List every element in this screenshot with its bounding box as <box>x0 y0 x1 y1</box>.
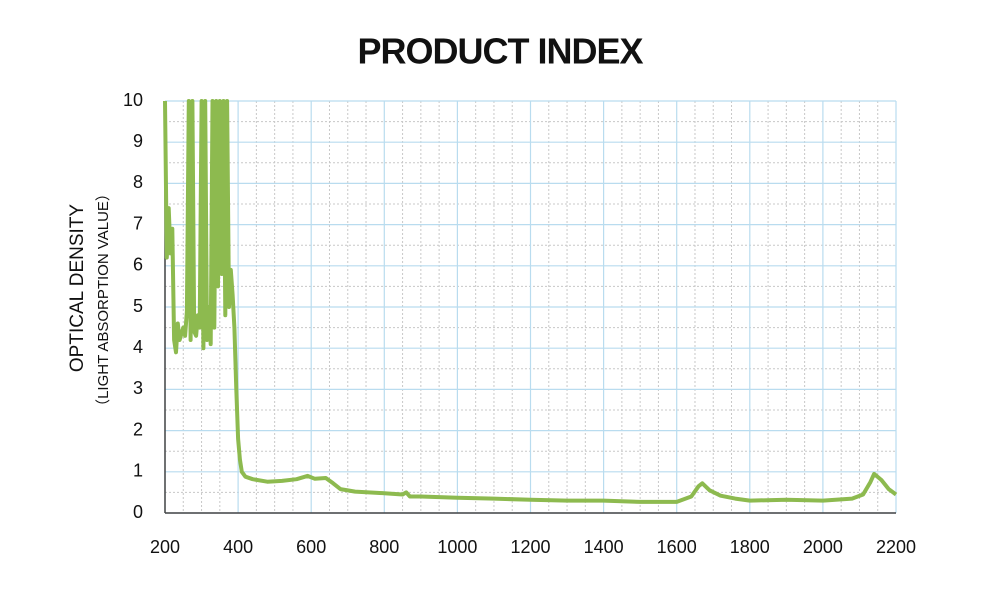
data-line <box>163 99 898 504</box>
x-tick-label: 2200 <box>876 537 916 557</box>
x-tick-label: 1400 <box>584 537 624 557</box>
y-tick-label: 7 <box>133 213 143 233</box>
y-tick-label: 9 <box>133 131 143 151</box>
y-tick-label: 5 <box>133 296 143 316</box>
x-tick-label: 600 <box>296 537 326 557</box>
y-axis-sublabel: （LIGHT ABSORPTION VALUE） <box>95 186 112 414</box>
x-tick-label: 200 <box>150 537 180 557</box>
y-tick-label: 6 <box>133 255 143 275</box>
x-tick-label: 800 <box>369 537 399 557</box>
y-tick-label: 4 <box>133 337 143 357</box>
x-tick-label: 1000 <box>437 537 477 557</box>
chart-title: PRODUCT INDEX <box>357 31 643 72</box>
x-tick-label: 400 <box>223 537 253 557</box>
y-tick-label: 1 <box>133 461 143 481</box>
x-tick-label: 1200 <box>510 537 550 557</box>
x-tick-label: 1800 <box>730 537 770 557</box>
y-axis-label: OPTICAL DENSITY <box>67 204 88 373</box>
x-tick-label: 1600 <box>657 537 697 557</box>
y-tick-label: 0 <box>133 502 143 522</box>
y-tick-label: 3 <box>133 378 143 398</box>
y-tick-label: 10 <box>123 90 143 110</box>
y-tick-label: 2 <box>133 419 143 439</box>
x-tick-label: 2000 <box>803 537 843 557</box>
y-tick-label: 8 <box>133 172 143 192</box>
